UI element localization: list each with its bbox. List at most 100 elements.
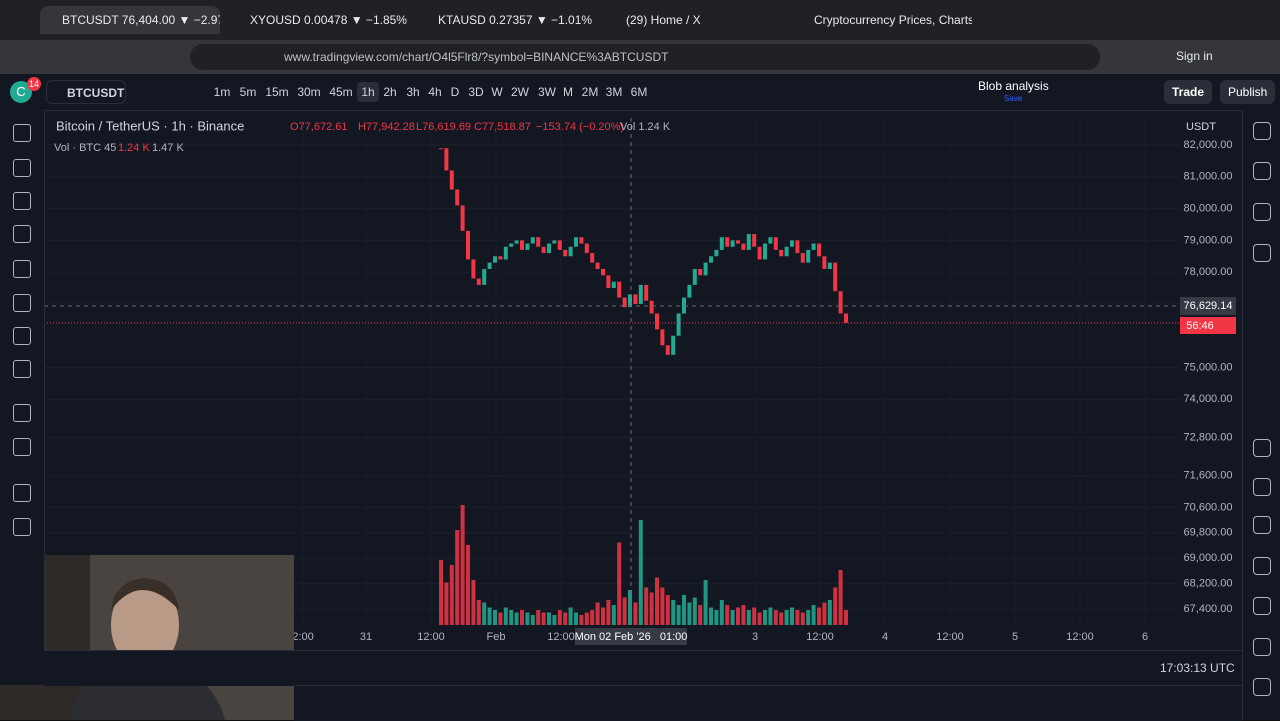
candle-body	[833, 262, 838, 292]
candle-body	[811, 243, 816, 250]
tab[interactable]: XYOUSD 0.00478 ▼ −1.85% Blo	[250, 13, 408, 27]
x-tick-label: 4	[882, 631, 888, 643]
tab[interactable]: (29) Home / X	[626, 13, 701, 27]
tool-icon[interactable]	[13, 327, 31, 345]
interval[interactable]: D	[450, 85, 460, 99]
interval[interactable]: W	[491, 85, 503, 99]
interval[interactable]: M	[563, 85, 573, 99]
candle-body	[671, 335, 676, 355]
candle-body	[471, 259, 476, 279]
tool-icon[interactable]	[13, 438, 31, 456]
candle-body	[665, 345, 670, 355]
volume-bar	[725, 605, 730, 625]
tab[interactable]: BTCUSDT 76,404.00 ▼ −2.97% B	[40, 6, 220, 34]
side-icon[interactable]	[1253, 244, 1271, 262]
volume-bar	[752, 607, 757, 625]
side-icon[interactable]	[1253, 516, 1271, 534]
vol-value: 1.47 K	[152, 142, 184, 154]
volume-bar	[476, 600, 481, 625]
interval[interactable]: 4h	[428, 85, 442, 99]
candle-body	[584, 243, 589, 254]
cursor-price-box	[1180, 297, 1236, 315]
volume-bar	[833, 587, 838, 625]
legend-low: L76,619.69	[416, 121, 471, 133]
sign-in[interactable]: Sign in	[1176, 49, 1213, 63]
candle-body	[660, 329, 665, 346]
side-icon[interactable]	[1253, 478, 1271, 496]
y-tick-label: 79,000.00	[1184, 234, 1233, 246]
candle-body	[563, 249, 568, 257]
trade-button[interactable]: Trade	[1164, 80, 1213, 104]
candle-body	[503, 246, 508, 260]
interval[interactable]: 6M	[630, 85, 648, 99]
interval[interactable]: 3M	[605, 85, 623, 99]
candle-body	[827, 262, 832, 269]
tab[interactable]: Cryptocurrency Prices, Charts A	[814, 13, 972, 27]
tool-icon[interactable]	[13, 518, 31, 536]
side-icon[interactable]	[1253, 439, 1271, 457]
interval[interactable]: 2h	[383, 85, 397, 99]
vol-label: Vol · BTC 45	[54, 142, 116, 154]
candle-body	[790, 240, 794, 247]
candle-body	[655, 313, 659, 330]
avatar[interactable]: C	[10, 81, 32, 103]
drawing-toolbar	[0, 110, 45, 685]
interval[interactable]: 3D	[468, 85, 484, 99]
side-icon[interactable]	[1253, 597, 1271, 615]
tool-icon[interactable]	[13, 294, 31, 312]
side-icon[interactable]	[1253, 122, 1271, 140]
tool-icon[interactable]	[13, 124, 31, 142]
volume-bar	[757, 612, 762, 625]
volume-bar	[638, 520, 643, 625]
interval[interactable]: 15m	[265, 85, 289, 99]
volume-bar	[493, 610, 497, 625]
y-tick-label: 71,600.00	[1184, 470, 1233, 482]
candle-body	[622, 297, 627, 308]
candle-body	[530, 237, 535, 244]
volume-bar	[552, 615, 557, 625]
interval[interactable]: 1m	[213, 85, 231, 99]
volume-bar	[827, 600, 832, 625]
legend-change: −153.74 (−0.20%)	[536, 121, 624, 133]
url[interactable]: www.tradingview.com/chart/O4l5Flr8/?symb…	[190, 44, 1100, 70]
interval[interactable]: 2W	[511, 85, 529, 99]
tool-icon[interactable]	[13, 484, 31, 502]
layout-name[interactable]: Blob analysis	[978, 79, 1049, 93]
candle-body	[698, 268, 703, 276]
side-icon[interactable]	[1253, 678, 1271, 696]
volume-bar	[806, 610, 811, 625]
interval[interactable]: 45m	[329, 85, 353, 99]
volume-bar	[541, 612, 546, 625]
tool-icon[interactable]	[13, 159, 31, 177]
side-icon[interactable]	[1253, 557, 1271, 575]
interval[interactable]: 30m	[297, 85, 321, 99]
interval[interactable]: 2M	[581, 85, 599, 99]
candle-body	[466, 230, 470, 260]
tool-icon[interactable]	[13, 360, 31, 378]
volume-bar	[800, 612, 805, 625]
legend-open: O77,672.61	[290, 121, 348, 133]
tab[interactable]: KTAUSD 0.27357 ▼ −1.01% Blo	[438, 13, 596, 27]
symbol-search[interactable]: BTCUSDT	[46, 80, 126, 104]
volume-bar	[736, 607, 740, 625]
volume-bar	[520, 610, 524, 625]
interval[interactable]: 3h	[406, 85, 420, 99]
candle-body	[460, 205, 465, 231]
interval[interactable]: 3W	[538, 85, 556, 99]
interval[interactable]: 1h	[357, 82, 379, 102]
side-icon[interactable]	[1253, 162, 1271, 180]
tool-icon[interactable]	[13, 404, 31, 422]
publish-button[interactable]: Publish	[1220, 80, 1276, 104]
candle-body	[449, 170, 454, 190]
tool-icon[interactable]	[13, 260, 31, 278]
volume-bar	[692, 597, 697, 625]
volume-bar	[676, 605, 681, 625]
tool-icon[interactable]	[13, 192, 31, 210]
y-tick-label: 68,200.00	[1184, 578, 1233, 590]
interval[interactable]: 5m	[239, 85, 257, 99]
side-icon[interactable]	[1253, 203, 1271, 221]
side-icon[interactable]	[1253, 638, 1271, 656]
volume-bar	[584, 612, 589, 625]
currency[interactable]: USDT	[1186, 121, 1216, 133]
tool-icon[interactable]	[13, 225, 31, 243]
